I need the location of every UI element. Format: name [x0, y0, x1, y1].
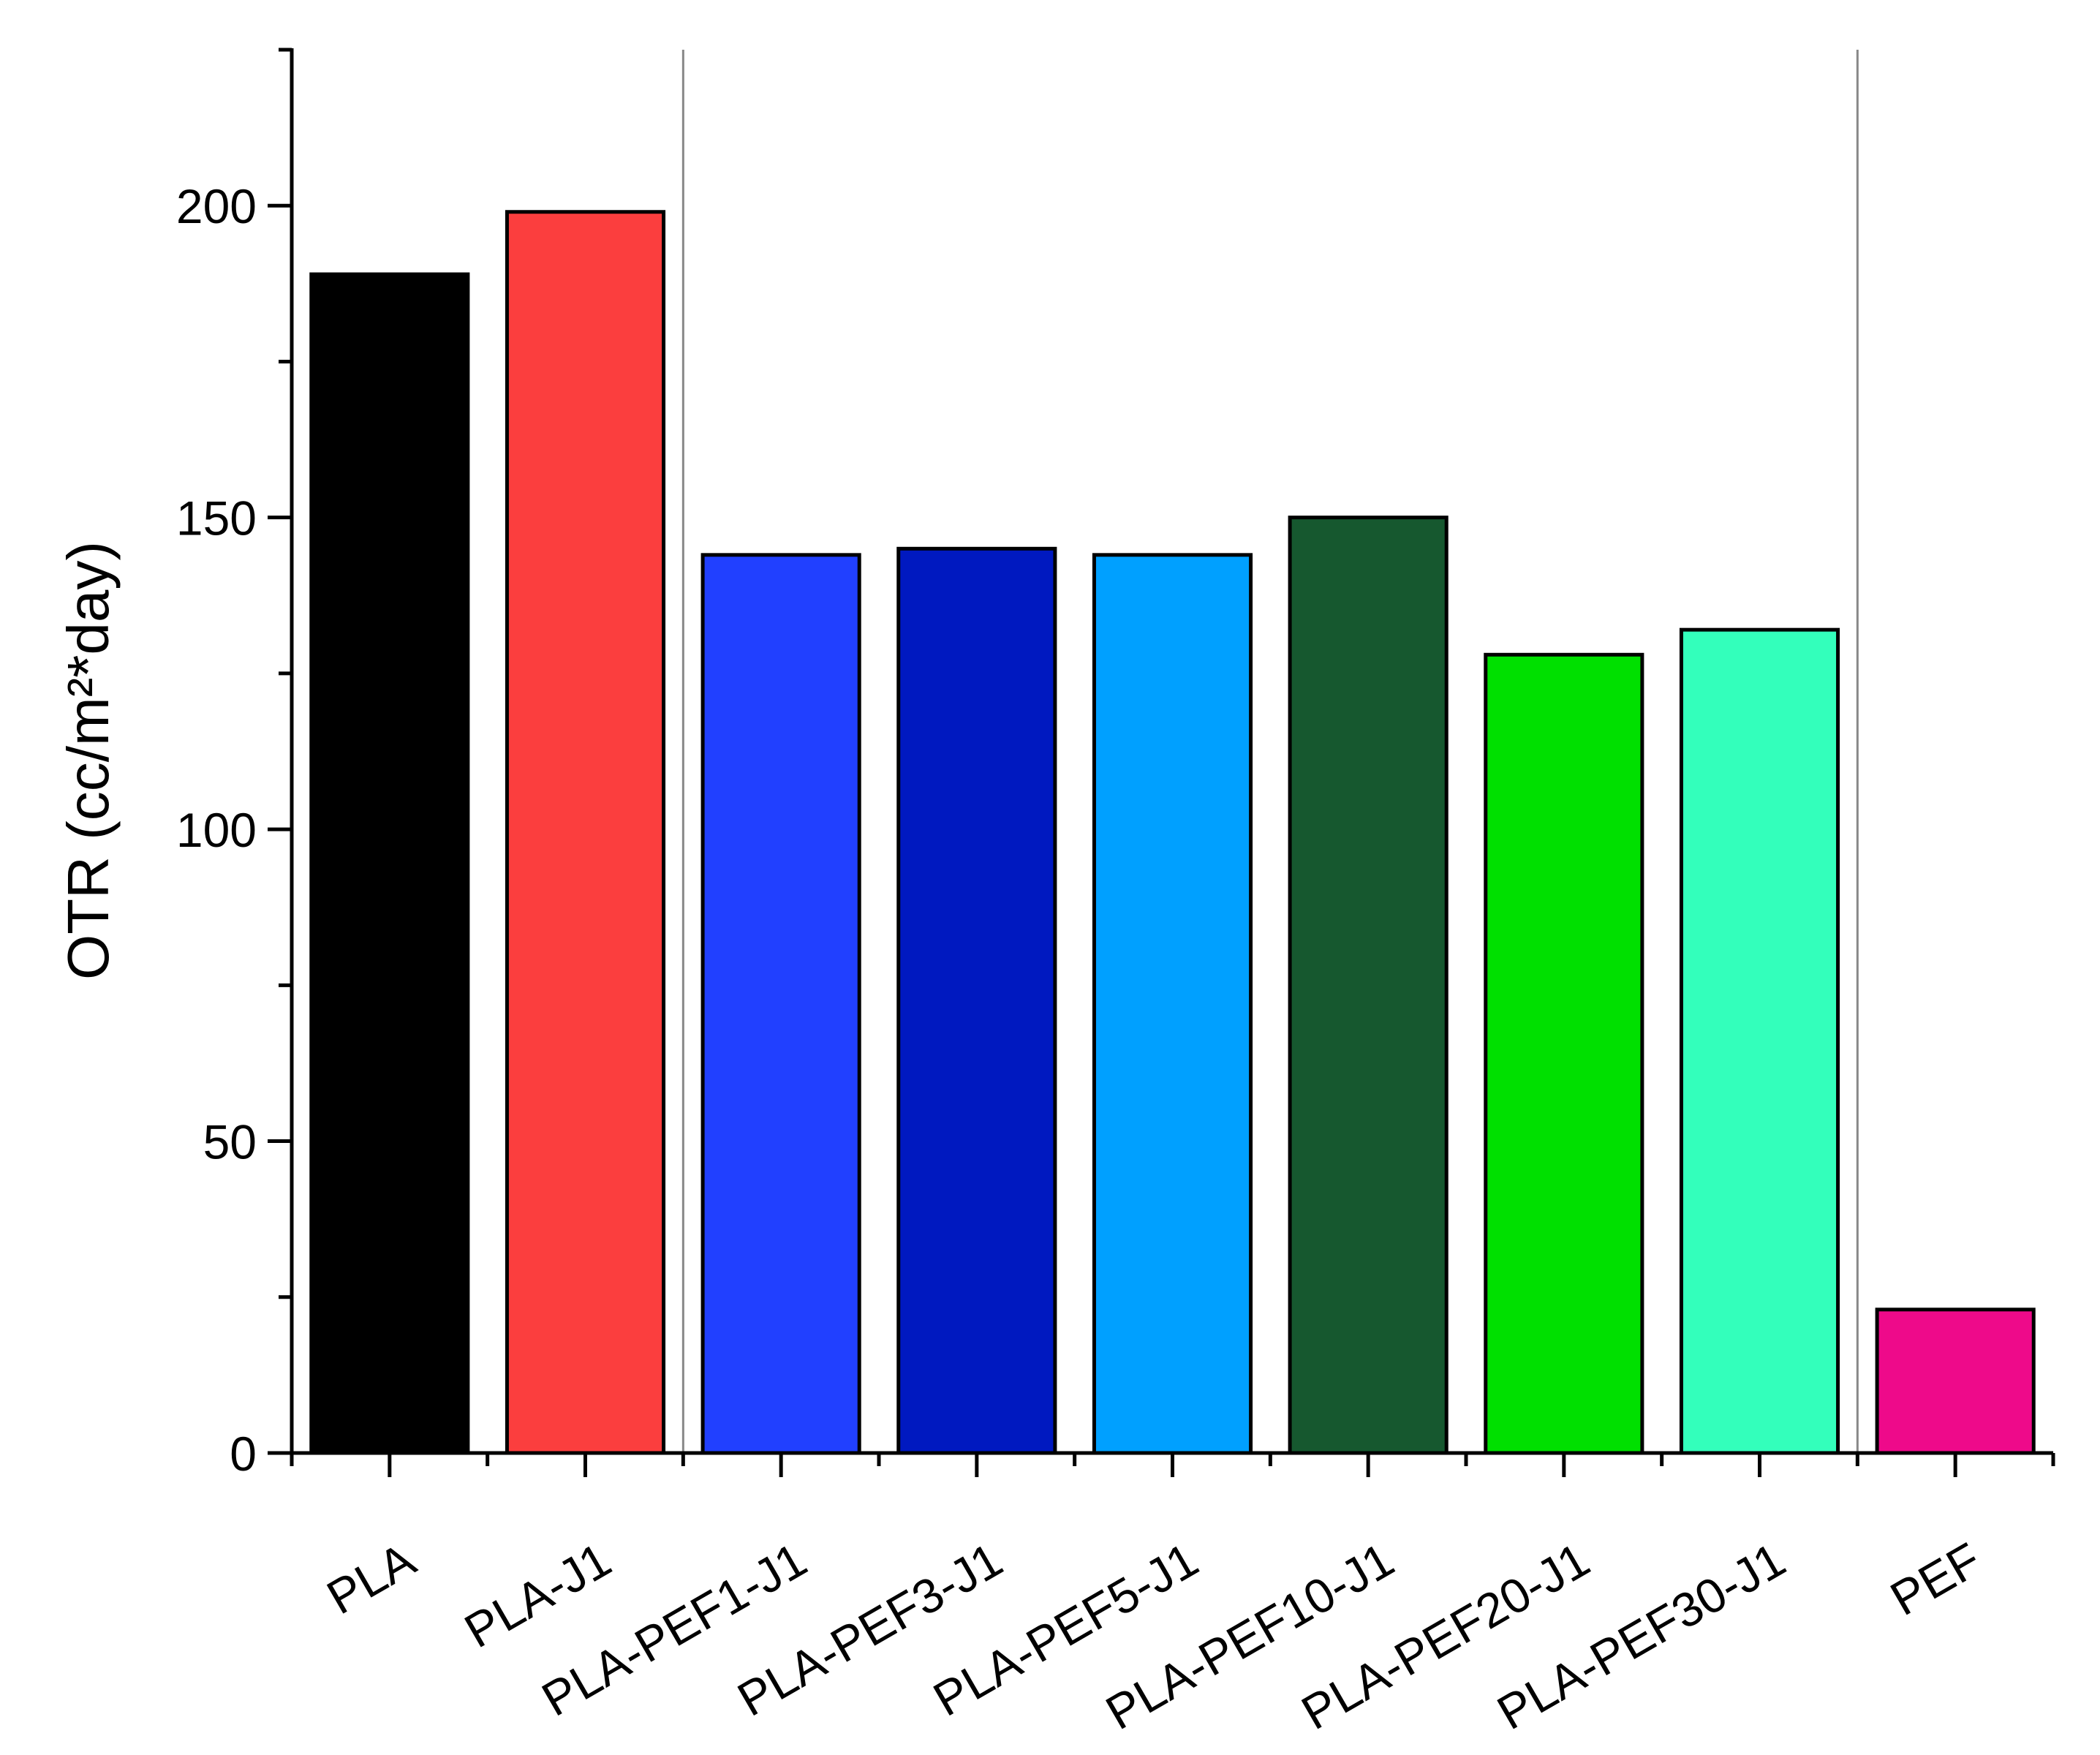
bar	[309, 272, 470, 1455]
bar	[1288, 516, 1449, 1455]
y-axis-label: OTR (cc/m²*day)	[56, 541, 121, 980]
x-tick-label: PLA	[318, 1532, 424, 1624]
bar	[1484, 652, 1644, 1455]
bar	[1875, 1307, 2036, 1455]
y-tick-label: 0	[230, 1427, 257, 1481]
y-tick-label: 200	[176, 179, 257, 233]
y-tick-label: 100	[176, 803, 257, 857]
bar	[1092, 553, 1253, 1455]
bar	[1679, 627, 1840, 1455]
y-tick-label: 150	[176, 491, 257, 546]
bar	[700, 553, 861, 1455]
bar	[505, 210, 666, 1455]
x-tick-label: PLA-J1	[456, 1532, 619, 1658]
y-tick-label: 50	[203, 1115, 257, 1169]
bar	[896, 546, 1057, 1455]
x-tick-label: PEF	[1881, 1532, 1990, 1626]
